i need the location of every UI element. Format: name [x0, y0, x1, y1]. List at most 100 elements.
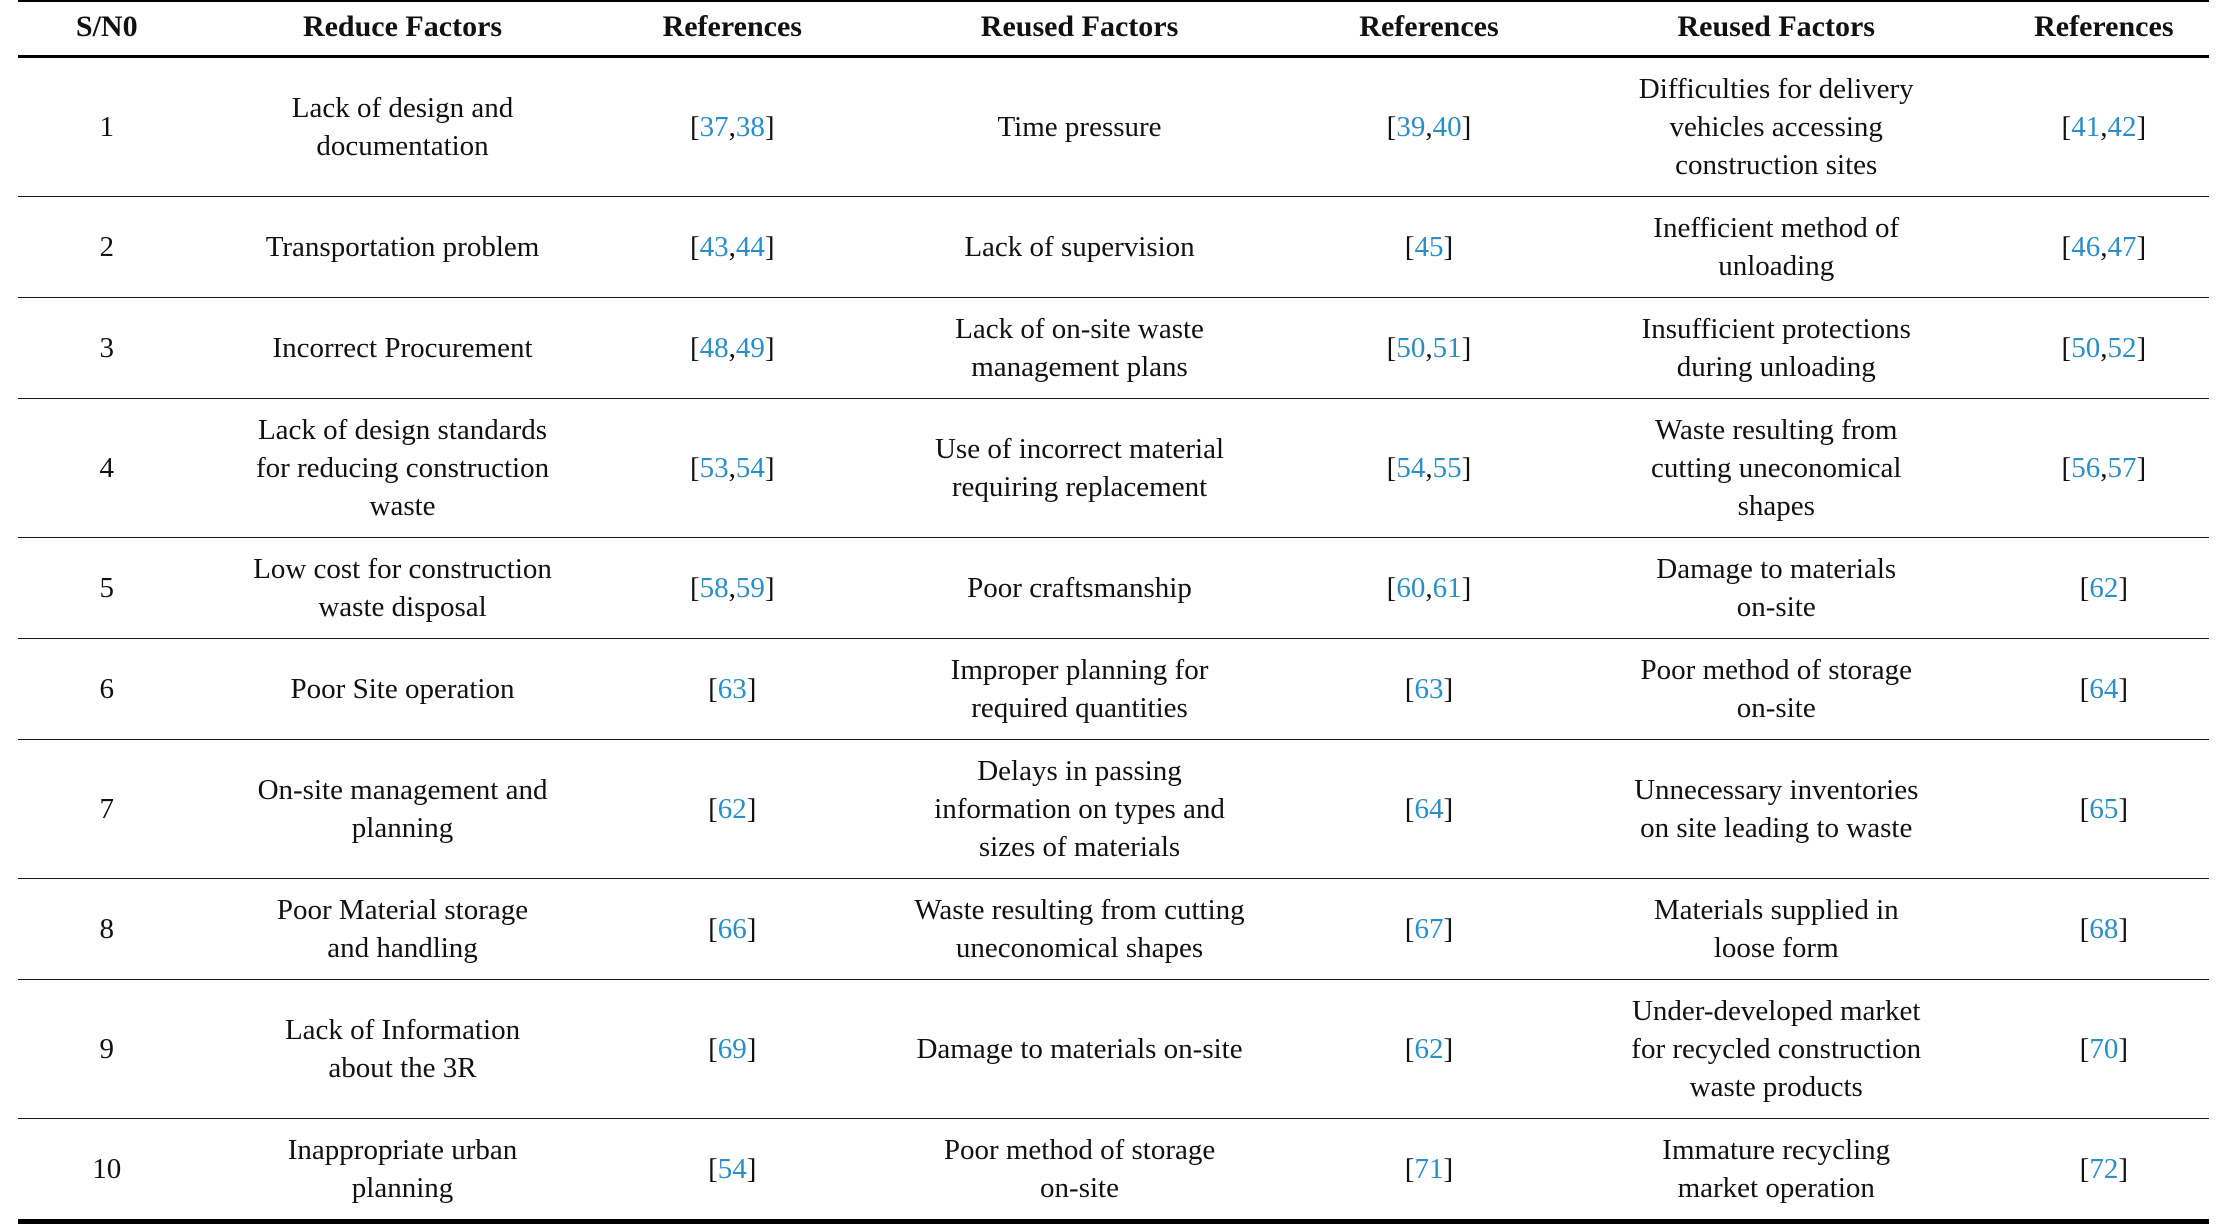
reference-link[interactable]: 45 — [1414, 231, 1444, 263]
reused-references-cell: [60,61] — [1304, 537, 1554, 639]
reference-link[interactable]: 44 — [735, 231, 765, 263]
reference-link[interactable]: 55 — [1432, 452, 1462, 484]
reference-link[interactable]: 47 — [2107, 231, 2137, 263]
column-header-1: Reduce Factors — [195, 1, 610, 58]
reference-link[interactable]: 52 — [2107, 332, 2137, 364]
reused-references-cell: [71] — [1304, 1118, 1554, 1224]
reduce-factor-cell: Poor Site operation — [195, 638, 610, 740]
reference-link[interactable]: 69 — [717, 1033, 747, 1065]
reference-link[interactable]: 68 — [2089, 913, 2119, 945]
reference-link[interactable]: 40 — [1432, 111, 1462, 143]
row-number-cell: 9 — [18, 979, 196, 1119]
reduce-references-cell: [58,59] — [609, 537, 855, 639]
reduce-references-cell: [54] — [609, 1118, 855, 1224]
reference-link[interactable]: 71 — [1414, 1153, 1444, 1185]
table-body: 1 Lack of design and documentation [37,38]… — [18, 56, 2209, 1224]
citation-bracket-group: [39,40] — [1386, 111, 1472, 143]
table-row: 7 On-site management and planning [62] Dela… — [18, 739, 2209, 879]
reference-link[interactable]: 56 — [2071, 452, 2101, 484]
reference-link[interactable]: 61 — [1432, 572, 1462, 604]
reference-link[interactable]: 43 — [699, 231, 729, 263]
row-number-cell: 5 — [18, 537, 196, 639]
reused-factor-2-cell: Poor method of storage on-site — [1553, 638, 1999, 740]
reused-references-2-cell: [70] — [1998, 979, 2209, 1119]
reference-link[interactable]: 62 — [2089, 572, 2119, 604]
reference-link[interactable]: 54 — [1396, 452, 1426, 484]
column-header-4: References — [1304, 1, 1554, 58]
reference-link[interactable]: 64 — [2089, 673, 2119, 705]
table-row: 5 Low cost for construction waste disposa… — [18, 537, 2209, 639]
reused-factor-2-cell: Damage to materials on-site — [1553, 537, 1999, 639]
reference-link[interactable]: 49 — [735, 332, 765, 364]
reference-link[interactable]: 72 — [2089, 1153, 2119, 1185]
reference-link[interactable]: 66 — [717, 913, 747, 945]
citation-bracket-group: [58,59] — [689, 572, 775, 604]
reduce-factor-cell: Low cost for construction waste disposal — [195, 537, 610, 639]
reference-link[interactable]: 54 — [717, 1153, 747, 1185]
reference-link[interactable]: 67 — [1414, 913, 1444, 945]
reused-factor-2-cell: Unnecessary inventories on site leading … — [1553, 739, 1999, 879]
reused-factor-cell: Improper planning for required quantitie… — [854, 638, 1305, 740]
reference-link[interactable]: 37 — [699, 111, 729, 143]
citation-bracket-group: [69] — [708, 1033, 757, 1065]
table-row: 3 Incorrect Procurement [48,49] Lack of on-… — [18, 297, 2209, 399]
reused-references-cell: [67] — [1304, 878, 1554, 980]
reused-factor-cell: Damage to materials on-site — [854, 979, 1305, 1119]
reduce-references-cell: [69] — [609, 979, 855, 1119]
reused-references-2-cell: [64] — [1998, 638, 2209, 740]
reference-link[interactable]: 63 — [1414, 673, 1444, 705]
reference-link[interactable]: 38 — [735, 111, 765, 143]
reference-link[interactable]: 46 — [2071, 231, 2101, 263]
citation-bracket-group: [37,38] — [689, 111, 775, 143]
reference-link[interactable]: 59 — [735, 572, 765, 604]
reference-link[interactable]: 51 — [1432, 332, 1462, 364]
citation-bracket-group: [45] — [1404, 231, 1454, 263]
table-head: S/N0 Reduce Factors References Reused Facto… — [18, 1, 2209, 58]
reference-link[interactable]: 64 — [1414, 793, 1444, 825]
reference-link[interactable]: 50 — [2071, 332, 2101, 364]
reference-link[interactable]: 50 — [1396, 332, 1426, 364]
reference-link[interactable]: 39 — [1396, 111, 1426, 143]
citation-bracket-group: [46,47] — [2061, 231, 2147, 263]
row-number-cell: 3 — [18, 297, 196, 399]
reference-link[interactable]: 57 — [2107, 452, 2137, 484]
reference-link[interactable]: 42 — [2107, 111, 2137, 143]
reduce-references-cell: [43,44] — [609, 196, 855, 298]
reused-references-cell: [62] — [1304, 979, 1554, 1119]
reused-factor-2-cell: Difficulties for delivery vehicles acces… — [1553, 56, 1999, 197]
reduce-references-cell: [53,54] — [609, 398, 855, 538]
reused-factor-cell: Time pressure — [854, 56, 1305, 197]
column-header-3: Reused Factors — [854, 1, 1305, 58]
citation-bracket-group: [68] — [2079, 913, 2128, 945]
reduce-factor-cell: Lack of design and documentation — [195, 56, 610, 197]
reference-link[interactable]: 58 — [699, 572, 729, 604]
citation-bracket-group: [43,44] — [689, 231, 775, 263]
citation-bracket-group: [56,57] — [2061, 452, 2147, 484]
reduce-factor-cell: On-site management and planning — [195, 739, 610, 879]
citation-bracket-group: [50,52] — [2061, 332, 2147, 364]
reference-link[interactable]: 53 — [699, 452, 729, 484]
reference-link[interactable]: 54 — [735, 452, 765, 484]
citation-bracket-group: [62] — [2079, 572, 2128, 604]
row-number-cell: 1 — [18, 56, 196, 197]
citation-bracket-group: [48,49] — [689, 332, 775, 364]
reduce-factor-cell: Lack of Information about the 3R — [195, 979, 610, 1119]
citation-bracket-group: [65] — [2079, 793, 2128, 825]
reference-link[interactable]: 48 — [699, 332, 729, 364]
reduce-factor-cell: Lack of design standards for reducing co… — [195, 398, 610, 538]
reduce-factor-cell: Inappropriate urban planning — [195, 1118, 610, 1224]
citation-bracket-group: [64] — [2079, 673, 2128, 705]
reused-factor-cell: Lack of supervision — [854, 196, 1305, 298]
reference-link[interactable]: 62 — [717, 793, 747, 825]
column-header-5: Reused Factors — [1553, 1, 1999, 58]
citation-bracket-group: [53,54] — [689, 452, 775, 484]
reference-link[interactable]: 41 — [2071, 111, 2101, 143]
column-header-0: S/N0 — [18, 1, 196, 58]
reference-link[interactable]: 62 — [1414, 1033, 1444, 1065]
reference-link[interactable]: 60 — [1396, 572, 1426, 604]
reused-factor-cell: Poor method of storage on-site — [854, 1118, 1305, 1224]
reference-link[interactable]: 63 — [717, 673, 747, 705]
reused-references-2-cell: [72] — [1998, 1118, 2209, 1224]
reference-link[interactable]: 65 — [2089, 793, 2119, 825]
reference-link[interactable]: 70 — [2089, 1033, 2119, 1065]
